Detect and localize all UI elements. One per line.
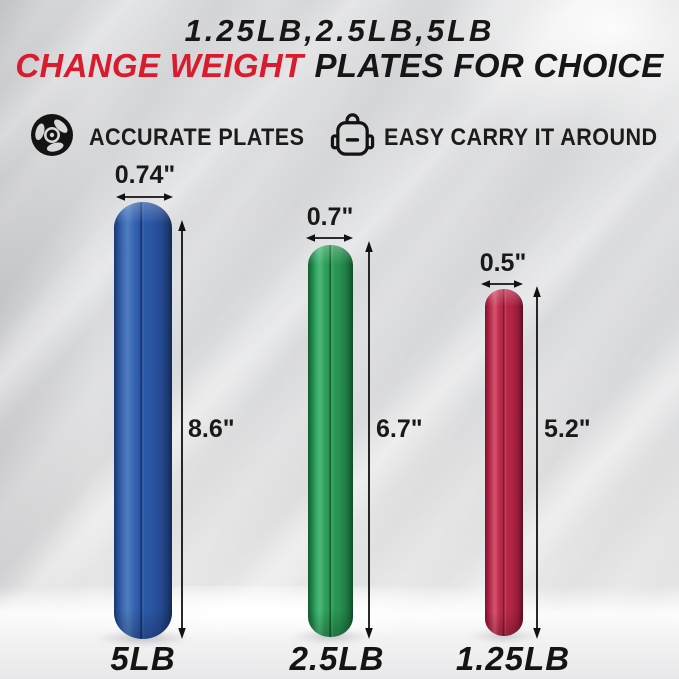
feature-label-carry: EASY CARRY IT AROUND (384, 124, 658, 151)
width-arrow-5lb (116, 193, 173, 201)
weight-plate-red-side-view (485, 289, 523, 636)
weight-plate-blue-side-view (114, 202, 172, 639)
height-dimension-label-1-25lb: 5.2" (544, 415, 591, 443)
weight-label-1-25lb: 1.25LB (455, 640, 571, 677)
width-dimension-label-1-25lb: 0.5" (479, 249, 527, 277)
weight-plate-icon (28, 111, 76, 159)
width-dimension-label-2-5lb: 0.7" (306, 203, 354, 231)
feature-label-accurate: ACCURATE PLATES (89, 124, 305, 151)
weight-label-2-5lb: 2.5LB (289, 640, 385, 677)
weight-plate-green-side-view (308, 245, 353, 637)
width-arrow-2-5lb (306, 234, 353, 242)
weight-label-5lb: 5LB (110, 640, 176, 677)
title-tagline-accent: CHANGE WEIGHT (15, 47, 304, 84)
title-weights-line: 1.25LB,2.5LB,5LB (184, 13, 495, 48)
width-arrow-1-25lb (481, 280, 523, 288)
height-dimension-label-5lb: 8.6" (188, 415, 235, 443)
plate-shadow (467, 630, 541, 642)
title-tagline: CHANGE WEIGHT PLATES FOR CHOICE (0, 47, 679, 85)
height-arrow-5lb (178, 220, 186, 639)
backpack-icon (330, 113, 375, 156)
title-tagline-rest: PLATES FOR CHOICE (314, 47, 664, 84)
width-dimension-label-5lb: 0.74" (114, 161, 176, 189)
height-arrow-1-25lb (533, 286, 541, 639)
height-arrow-2-5lb (365, 241, 373, 639)
height-dimension-label-2-5lb: 6.7" (376, 415, 423, 443)
